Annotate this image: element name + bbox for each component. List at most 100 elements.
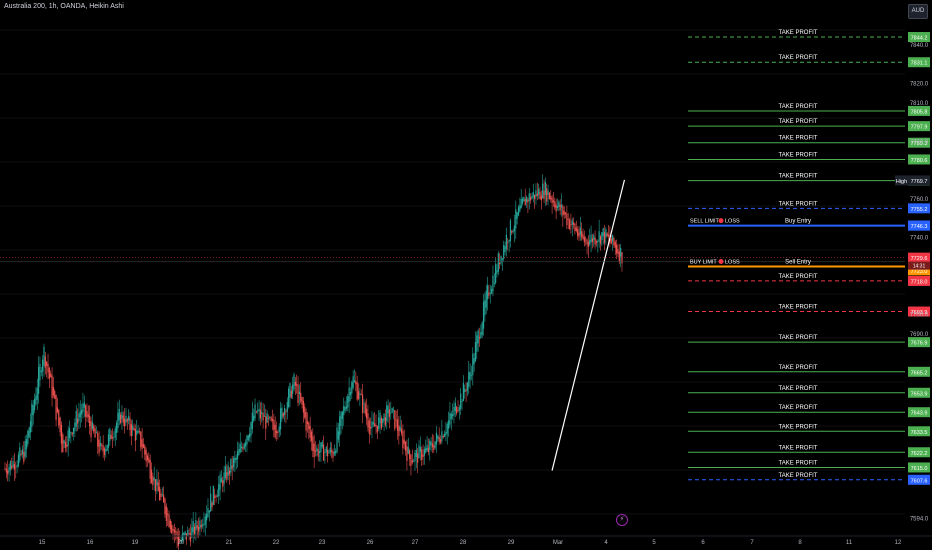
candle-body [71,432,73,435]
candle-body [370,427,372,429]
candle-body [67,430,69,446]
candle-body [513,225,516,232]
candle-body [355,381,357,385]
candle-body [603,232,606,244]
level-label: TAKE PROFIT [779,201,818,207]
candle-body [250,422,252,436]
candle-body [353,380,356,383]
y-tick-label: 7740.0 [910,236,929,242]
candle-body [145,450,147,462]
candle-body [445,432,447,436]
level-label: TAKE PROFIT [779,305,818,311]
candle-body [466,382,469,391]
candle-body [399,426,401,431]
candle-body [133,427,135,430]
candle-body [216,495,218,497]
candle-body [266,413,268,423]
candle-body [302,400,305,413]
y-tick-label: 7790.0 [910,139,929,145]
candle-body [593,235,595,241]
candle-body [606,233,608,236]
candle-body [306,421,309,425]
candle-body [429,440,431,450]
candle-body [181,533,184,541]
price-tag [908,337,930,348]
candle-body [489,293,491,294]
candle-body [368,420,370,434]
candle-body [413,461,415,462]
price-tag-text: 7615.0 [911,466,928,472]
candle-body [337,431,339,440]
chart-grid [0,29,905,515]
candle-body [457,410,459,412]
candle-body [418,445,420,459]
x-tick-label: 6 [701,540,705,546]
candle-body [391,407,393,413]
candle-body [122,415,124,423]
candle-body [568,219,571,230]
price-tag-text: 7805.8 [911,109,928,115]
candle-body [456,407,458,414]
candle-body [32,405,34,416]
candle-body [493,282,495,284]
candle-body [314,450,317,452]
candle-body [83,402,85,408]
candle-body [388,409,391,417]
level-label: TAKE PROFIT [779,335,818,341]
candle-body [378,417,380,429]
candle-body [352,376,354,388]
x-tick-label: 23 [319,540,326,546]
candle-body [563,210,565,215]
price-tag [908,462,930,473]
candle-body [187,530,189,537]
stop-dot-icon [718,258,724,264]
candle-body [344,406,346,411]
candle-body [504,246,506,253]
candle-body [335,450,337,454]
candle-body [371,421,373,428]
candle-body [316,447,318,452]
x-tick-label: Mar [553,540,563,546]
candle-body [435,432,438,445]
candle-body [453,407,455,416]
timezone-icon[interactable]: ⚡ [616,514,628,526]
candle-body [318,451,321,453]
candle-body [228,470,231,475]
candle-body [118,408,120,421]
candle-body [443,433,446,437]
price-tag [908,105,930,116]
candle-body [521,198,524,204]
x-tick-label: 22 [273,540,280,546]
y-tick-label: 7760.0 [910,197,929,203]
candle-body [363,403,365,404]
candle-body [439,439,442,443]
price-tag [908,474,930,485]
candle-body [189,533,192,542]
candle-body [154,479,157,492]
candle-body [79,411,81,418]
candle-body [469,371,471,380]
candle-body [161,494,163,496]
candle-body [340,412,342,426]
candle-body [172,528,174,531]
currency-button[interactable]: AUD [908,4,928,19]
candle-body [602,228,604,237]
candle-body [477,330,479,344]
candle-body [99,443,102,447]
price-tag-text: 7844.2 [911,36,928,42]
candle-body [598,231,600,242]
price-tag [908,203,930,214]
price-tag-text: 7643.9 [911,411,928,417]
candle-body [446,423,448,434]
candle-body [551,197,553,204]
candle-body [410,454,412,467]
candle-body [25,439,28,449]
candle-body [575,227,577,232]
candle-body [341,411,344,419]
candle-body [9,461,11,470]
x-tick-label: 27 [412,540,419,546]
candle-body [339,416,341,436]
price-tag-text: 7729.6 [911,256,928,262]
x-tick-label: 12 [895,540,902,546]
